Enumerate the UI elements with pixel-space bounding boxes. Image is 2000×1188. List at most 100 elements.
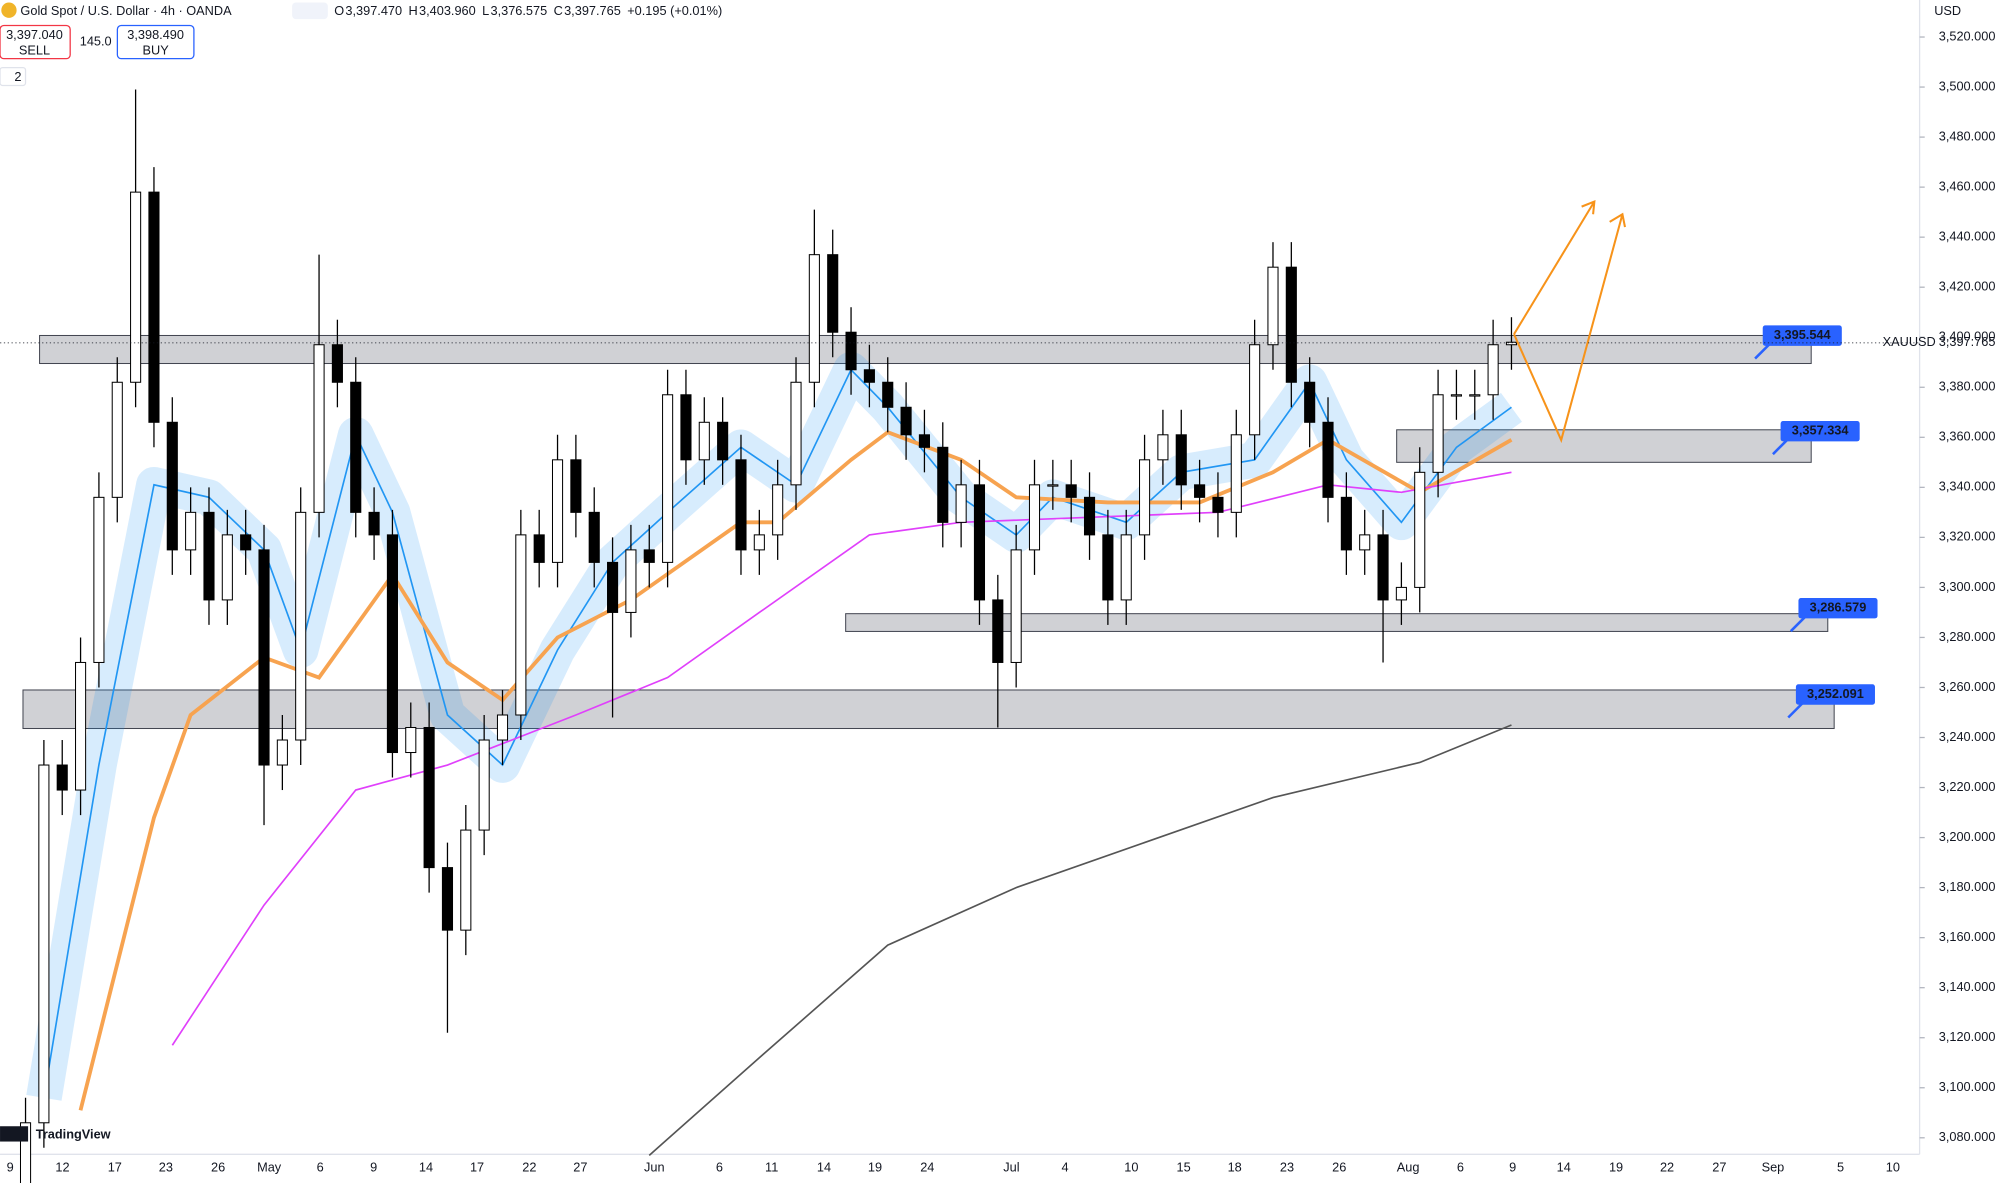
candle-body — [1102, 534, 1114, 601]
candle-body — [1230, 434, 1242, 513]
candle-body — [662, 394, 674, 563]
candle-body — [1340, 496, 1352, 551]
candle-body — [1028, 484, 1041, 551]
currency[interactable]: USD — [1934, 3, 1961, 18]
x-tick-label: 17 — [108, 1160, 122, 1175]
ohlc-value: 3,403.960 — [419, 3, 476, 18]
candle-body — [1450, 394, 1462, 397]
candle-body — [680, 394, 692, 461]
sell-label: SELL — [19, 42, 50, 57]
y-tick-label: 3,220.000 — [1939, 779, 1996, 794]
indicator-toggle[interactable] — [0, 66, 27, 87]
x-tick-label: 4 — [1062, 1160, 1069, 1175]
ohlc-value: 3,397.765 — [564, 3, 621, 18]
candle-body — [405, 726, 417, 754]
y-tick-label: 3,100.000 — [1939, 1079, 1996, 1094]
x-tick-label: Sep — [1762, 1160, 1785, 1175]
candle-body — [368, 511, 380, 536]
y-tick-label: 3,520.000 — [1939, 28, 1996, 43]
candle-body — [1083, 496, 1096, 536]
zone-label-box — [1795, 684, 1875, 705]
x-tick-label: 23 — [1280, 1160, 1294, 1175]
candle-body — [423, 726, 435, 869]
candle-body — [992, 599, 1004, 663]
candle-body — [1065, 484, 1077, 498]
candle-body — [56, 764, 68, 791]
x-tick-label: Aug — [1397, 1160, 1420, 1175]
candle-body — [1359, 534, 1371, 551]
candle-body — [845, 331, 857, 371]
candle-body — [478, 739, 490, 831]
x-tick-label: 22 — [1660, 1160, 1674, 1175]
candle-body — [1249, 344, 1261, 436]
candle-body — [1212, 496, 1224, 513]
y-tick-label: 3,180.000 — [1939, 879, 1996, 894]
x-tick-label: 27 — [1712, 1160, 1726, 1175]
candle-body — [1322, 421, 1334, 498]
candle-body — [130, 191, 142, 383]
ohlc-key: H — [409, 3, 418, 18]
zone — [845, 613, 1829, 632]
candle-body — [148, 191, 160, 423]
x-tick-label: 9 — [7, 1160, 14, 1175]
candle-body — [1505, 341, 1518, 346]
y-tick-label: 3,260.000 — [1939, 679, 1996, 694]
candle-body — [1010, 549, 1022, 663]
y-tick-label: 3,360.000 — [1939, 429, 1996, 444]
y-tick-label: 3,500.000 — [1939, 78, 1996, 93]
candle-body — [313, 344, 325, 513]
candle-body — [276, 739, 288, 766]
symbol-icon — [1, 2, 17, 18]
x-tick-label: 9 — [1509, 1160, 1516, 1175]
zone-label: 3,252.091 — [1807, 686, 1864, 701]
header: Gold Spot / U.S. Dollar · 4h · OANDA O 3,… — [0, 2, 1961, 1142]
buy-button[interactable] — [116, 24, 195, 60]
x-tick-label: 6 — [317, 1160, 324, 1175]
logo-icon — [0, 1126, 29, 1142]
y-tick-label: 3,120.000 — [1939, 1029, 1996, 1044]
indicator-line — [648, 724, 1512, 1156]
indicator-count: 2 — [14, 69, 21, 84]
candle-body — [240, 534, 252, 551]
y-tick-label: 3,420.000 — [1939, 279, 1996, 294]
ohlc-value: 3,397.470 — [345, 3, 402, 18]
candle-body — [551, 459, 564, 563]
candle-body — [1414, 471, 1426, 588]
zone-label-box — [1780, 421, 1860, 442]
candle-body — [1469, 394, 1481, 397]
y-tick-label: 3,200.000 — [1939, 829, 1996, 844]
candle-body — [588, 511, 600, 563]
candle-body — [900, 406, 912, 436]
x-tick-label: 19 — [1609, 1160, 1623, 1175]
candle-body — [570, 459, 582, 513]
logo: TradingView — [36, 1127, 111, 1142]
symbol: Gold Spot / U.S. Dollar · 4h · OANDA — [20, 3, 232, 18]
candle-body — [295, 511, 307, 741]
y-tick-label: 3,240.000 — [1939, 729, 1996, 744]
x-tick-label: 22 — [522, 1160, 536, 1175]
y-tick-label: 3,280.000 — [1939, 629, 1996, 644]
x-tick-label: 11 — [765, 1160, 778, 1175]
x-tick-label: 5 — [1837, 1160, 1844, 1175]
x-tick-label: Jul — [1003, 1160, 1019, 1175]
candle-body — [93, 496, 105, 663]
candle-body — [808, 254, 820, 383]
candle-body — [1432, 394, 1444, 473]
candle-body — [1285, 266, 1297, 383]
y-tick-label: 3,140.000 — [1939, 979, 1996, 994]
last-price-label: 3,397.765 — [1939, 334, 1996, 349]
sell-button[interactable] — [0, 24, 71, 60]
x-tick-label: 6 — [716, 1160, 723, 1175]
candle-body — [258, 549, 270, 766]
candle-body — [1487, 344, 1499, 396]
y-tick-label: 3,480.000 — [1939, 128, 1996, 143]
x-tick-label: 18 — [1228, 1160, 1242, 1175]
candle-body — [1395, 586, 1407, 601]
y-tick-label: 3,080.000 — [1939, 1129, 1996, 1144]
candle-body — [38, 764, 50, 1124]
candle-body — [1047, 484, 1059, 487]
indicator-line — [171, 471, 1512, 1046]
x-tick-label: 19 — [868, 1160, 882, 1175]
